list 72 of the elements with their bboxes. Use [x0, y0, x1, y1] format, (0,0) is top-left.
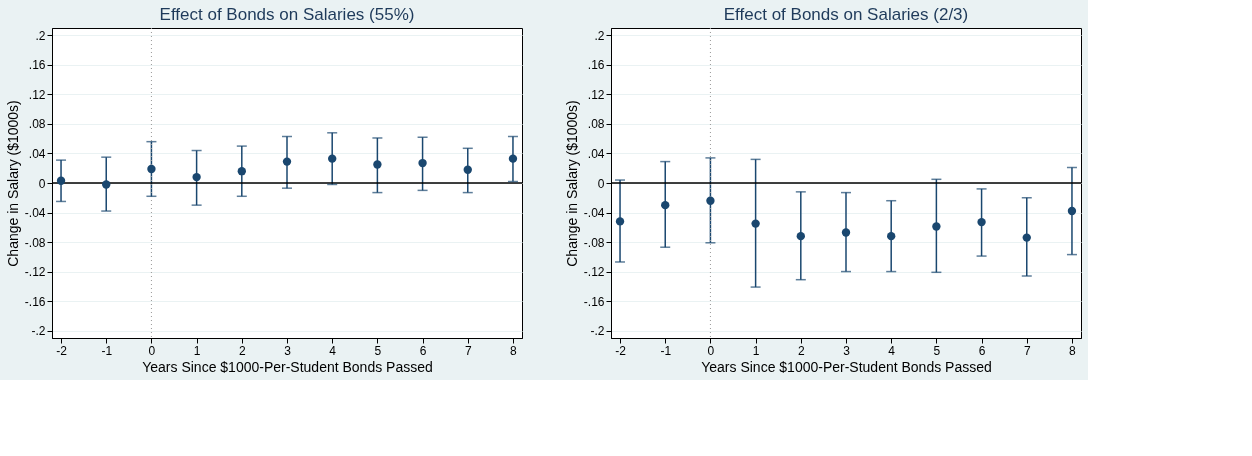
x-tick-label: 4	[888, 343, 896, 358]
x-tick-label: -1	[660, 343, 672, 358]
y-tick-label: .16	[28, 58, 46, 73]
x-tick-label: 3	[843, 343, 851, 358]
x-tick-label: 5	[933, 343, 941, 358]
x-axis-title: Years Since $1000-Per-Student Bonds Passed	[142, 358, 433, 375]
point	[373, 160, 382, 169]
x-tick-label: 6	[419, 343, 427, 358]
point	[508, 154, 518, 163]
x-tick-label: 1	[752, 343, 760, 358]
y-tick-label: -.12	[583, 265, 605, 280]
y-tick-label: -.2	[590, 324, 605, 339]
chart-title: Effect of Bonds on Salaries (2/3)	[723, 4, 969, 24]
y-tick-label: -.08	[583, 235, 605, 250]
point	[418, 158, 427, 168]
y-tick-label: .08	[28, 117, 46, 132]
x-tick-label: 6	[978, 343, 986, 358]
y-tick-label: 0	[38, 176, 46, 191]
x-tick-label: 0	[707, 343, 715, 358]
y-tick-label: .04	[28, 146, 46, 161]
y-tick-label: -.04	[583, 206, 605, 221]
point	[706, 196, 715, 205]
y-tick-label: .12	[28, 87, 46, 102]
y-tick-label: .04	[587, 146, 605, 161]
x-tick-label: 0	[148, 343, 156, 358]
point	[977, 217, 986, 227]
point	[147, 164, 156, 174]
x-tick-label: 7	[1023, 343, 1031, 358]
y-axis-title: Change in Salary ($1000s)	[563, 100, 580, 267]
y-tick-label: -.2	[31, 324, 46, 339]
y-tick-label: .2	[35, 28, 46, 43]
point	[1067, 206, 1077, 216]
point	[615, 217, 625, 226]
x-tick-label: 8	[510, 343, 518, 358]
point	[887, 231, 896, 241]
x-tick-label: -2	[615, 343, 627, 358]
point	[841, 228, 851, 237]
x-tick-label: 1	[193, 343, 201, 358]
y-tick-label: .2	[594, 28, 605, 43]
x-tick-label: 8	[1069, 343, 1077, 358]
y-tick-label: 0	[597, 176, 605, 191]
point	[661, 200, 670, 210]
y-tick-label: .08	[587, 117, 605, 132]
point	[796, 231, 805, 241]
point	[192, 172, 201, 182]
x-tick-label: 5	[374, 343, 382, 358]
chart-title: Effect of Bonds on Salaries (55%)	[159, 4, 415, 24]
point	[463, 165, 472, 174]
x-axis-title: Years Since $1000-Per-Student Bonds Passed	[701, 358, 992, 375]
x-tick-label: -2	[56, 343, 68, 358]
x-tick-label: 2	[797, 343, 805, 358]
y-tick-label: -.16	[24, 294, 46, 309]
y-tick-label: .12	[587, 87, 605, 102]
point	[56, 176, 66, 185]
point	[751, 219, 760, 228]
point	[328, 154, 337, 163]
point	[282, 157, 292, 166]
x-tick-label: 4	[329, 343, 337, 358]
y-tick-label: -.04	[24, 206, 46, 221]
y-axis-title: Change in Salary ($1000s)	[4, 100, 21, 267]
point	[1022, 233, 1031, 242]
y-tick-label: -.16	[583, 294, 605, 309]
y-tick-label: -.08	[24, 235, 46, 250]
x-tick-label: 2	[238, 343, 246, 358]
y-tick-label: .16	[587, 58, 605, 73]
x-tick-label: 7	[464, 343, 472, 358]
point	[102, 180, 111, 189]
point	[237, 167, 246, 176]
point	[932, 222, 941, 231]
x-tick-label: -1	[101, 343, 113, 358]
x-tick-label: 3	[284, 343, 292, 358]
y-tick-label: -.12	[24, 265, 46, 280]
